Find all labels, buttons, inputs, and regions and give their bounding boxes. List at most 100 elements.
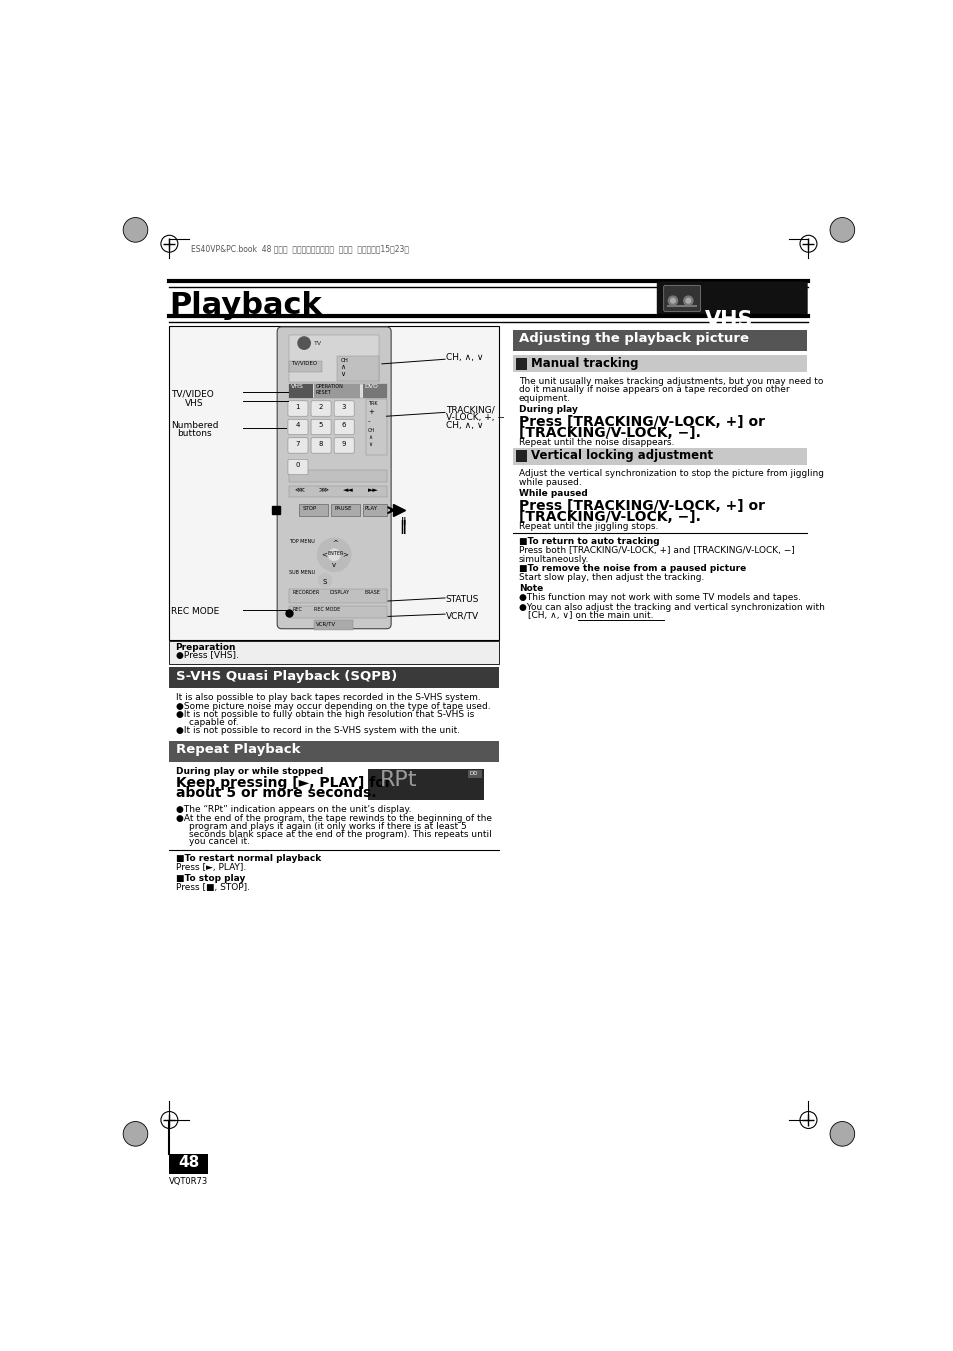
Text: Press [TRACKING/V-LOCK, +] or: Press [TRACKING/V-LOCK, +] or (518, 499, 764, 512)
Bar (336, 357, 378, 381)
Circle shape (123, 1121, 148, 1146)
Bar (368, 769, 483, 800)
Text: Vertical locking adjustment: Vertical locking adjustment (531, 450, 713, 462)
Text: ●The “RPt” indication appears on the unit’s display.: ●The “RPt” indication appears on the uni… (175, 805, 411, 815)
Bar (516, 450, 526, 462)
Text: VHS: VHS (291, 384, 304, 389)
FancyBboxPatch shape (656, 281, 807, 315)
Text: 2: 2 (318, 404, 323, 409)
Text: VCR/TV: VCR/TV (445, 611, 478, 620)
Text: Preparation: Preparation (175, 643, 235, 651)
Bar (331, 504, 360, 516)
Circle shape (683, 296, 692, 305)
Text: REC MODE: REC MODE (171, 607, 219, 616)
Text: -: - (368, 417, 370, 424)
Text: 9: 9 (341, 440, 346, 447)
Bar (289, 335, 378, 381)
Text: VHS: VHS (704, 309, 753, 330)
Text: ⋘: ⋘ (294, 488, 304, 493)
Bar (314, 384, 360, 397)
Text: OPERATION
RESET: OPERATION RESET (315, 384, 343, 394)
Text: 1: 1 (295, 404, 300, 409)
Text: ●You can also adjust the tracking and vertical synchronization with: ●You can also adjust the tracking and ve… (518, 603, 824, 612)
Circle shape (297, 336, 310, 349)
Text: 5: 5 (318, 423, 323, 428)
Text: do it manually if noise appears on a tape recorded on other: do it manually if noise appears on a tap… (518, 385, 789, 394)
Text: TV/VIDEO: TV/VIDEO (171, 389, 213, 399)
Text: During play or while stopped: During play or while stopped (175, 766, 322, 775)
FancyBboxPatch shape (311, 419, 331, 435)
Text: capable of.: capable of. (190, 719, 239, 727)
Text: ►►: ►► (368, 488, 378, 493)
Text: Repeat until the jiggling stops.: Repeat until the jiggling stops. (518, 521, 658, 531)
Text: STOP: STOP (302, 505, 316, 511)
Bar (363, 504, 386, 516)
Text: RPt: RPt (379, 770, 416, 790)
Text: 7: 7 (295, 440, 300, 447)
Text: Numbered: Numbered (171, 422, 218, 430)
Text: Adjust the vertical synchronization to stop the picture from jiggling: Adjust the vertical synchronization to s… (518, 469, 823, 478)
Text: 8: 8 (318, 440, 323, 447)
Bar (170, 642, 498, 665)
Text: ●It is not possible to record in the S-VHS system with the unit.: ●It is not possible to record in the S-V… (175, 725, 459, 735)
Text: Start slow play, then adjust the tracking.: Start slow play, then adjust the trackin… (518, 573, 703, 582)
Text: buttons: buttons (177, 428, 212, 438)
Text: ∧: ∧ (368, 435, 372, 439)
Text: STATUS: STATUS (445, 594, 478, 604)
Circle shape (317, 538, 351, 571)
Text: about 5 or more seconds.: about 5 or more seconds. (175, 786, 375, 800)
FancyBboxPatch shape (288, 419, 308, 435)
Bar (513, 330, 806, 351)
Circle shape (685, 299, 690, 303)
Text: VHS: VHS (185, 399, 203, 408)
Text: ◄◄: ◄◄ (343, 488, 354, 493)
Text: V-LOCK, +, −: V-LOCK, +, − (445, 413, 504, 422)
Circle shape (317, 573, 332, 588)
Text: ⋙: ⋙ (318, 488, 329, 493)
Text: CH: CH (368, 428, 375, 432)
Text: TOP MENU: TOP MENU (289, 539, 314, 544)
Text: [TRACKING/V-LOCK, −].: [TRACKING/V-LOCK, −]. (518, 426, 700, 440)
Text: RECORDER: RECORDER (293, 590, 319, 596)
Bar (170, 742, 498, 762)
Text: ∧: ∧ (340, 363, 345, 370)
Text: ●Some picture noise may occur depending on the type of tape used.: ●Some picture noise may occur depending … (175, 703, 490, 711)
Text: ●At the end of the program, the tape rewinds to the beginning of the: ●At the end of the program, the tape rew… (175, 813, 491, 823)
FancyBboxPatch shape (311, 438, 331, 453)
Text: VQT0R73: VQT0R73 (170, 1177, 209, 1186)
Text: ●It is not possible to fully obtain the high resolution that S-VHS is: ●It is not possible to fully obtain the … (175, 711, 474, 719)
Text: seconds blank space at the end of the program). This repeats until: seconds blank space at the end of the pr… (190, 830, 492, 839)
Text: simultaneously.: simultaneously. (518, 555, 589, 563)
Text: ^: ^ (332, 540, 337, 546)
Text: Repeat Playback: Repeat Playback (175, 743, 300, 757)
Text: Keep pressing [►, PLAY] for: Keep pressing [►, PLAY] for (175, 775, 391, 790)
Text: REC MODE: REC MODE (314, 607, 340, 612)
Text: Repeat until the noise disappears.: Repeat until the noise disappears. (518, 438, 674, 447)
Text: 6: 6 (341, 423, 346, 428)
FancyBboxPatch shape (288, 401, 308, 416)
Bar (314, 620, 353, 631)
Text: CH, ∧, ∨: CH, ∧, ∨ (445, 422, 483, 430)
Circle shape (123, 218, 148, 242)
Bar (362, 384, 386, 397)
Text: TRK: TRK (368, 401, 377, 405)
Text: DD: DD (469, 771, 477, 777)
FancyBboxPatch shape (288, 459, 308, 474)
Bar (289, 605, 386, 617)
Text: >: > (342, 551, 348, 557)
Text: Press both [TRACKING/V-LOCK, +] and [TRACKING/V-LOCK, −]: Press both [TRACKING/V-LOCK, +] and [TRA… (518, 546, 794, 555)
Text: 0: 0 (295, 462, 300, 469)
Bar (366, 400, 386, 455)
Text: CH: CH (340, 358, 348, 362)
Text: while paused.: while paused. (518, 478, 581, 486)
Text: [CH, ∧, ∨] on the main unit.: [CH, ∧, ∨] on the main unit. (528, 611, 653, 620)
Bar (298, 504, 328, 516)
Text: DVD: DVD (364, 384, 377, 389)
Text: ●Press [VHS].: ●Press [VHS]. (175, 651, 238, 661)
Text: TV: TV (314, 340, 322, 346)
Bar (289, 470, 386, 482)
Bar (289, 384, 386, 397)
Text: PAUSE: PAUSE (334, 505, 352, 511)
Text: program and plays it again (it only works if there is at least 5: program and plays it again (it only work… (190, 821, 467, 831)
Bar (516, 358, 526, 370)
